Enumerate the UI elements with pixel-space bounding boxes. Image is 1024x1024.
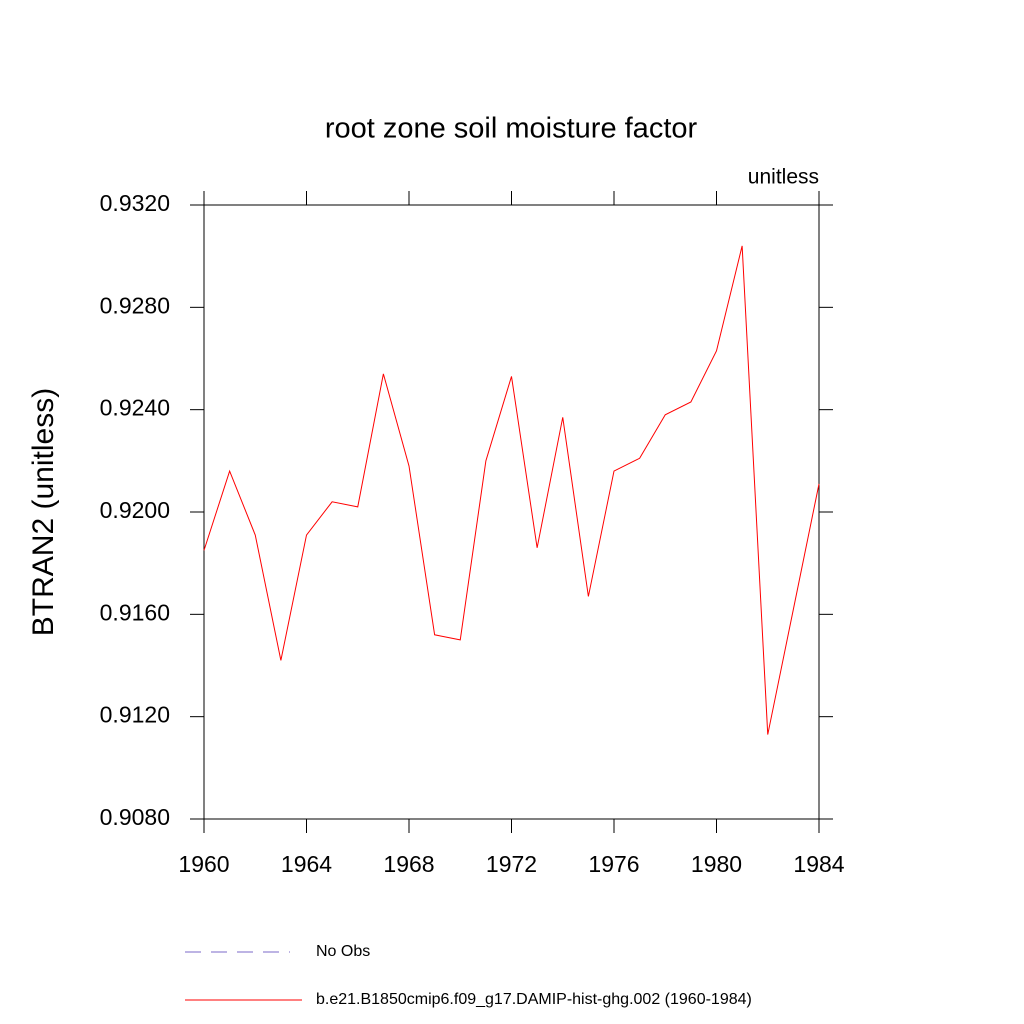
data-line — [203, 245, 820, 735]
chart-subtitle: unitless — [748, 166, 819, 189]
x-tick-label: 1980 — [691, 851, 742, 877]
x-tick-label: 1976 — [588, 851, 639, 877]
legend-label: No Obs — [316, 943, 370, 960]
plot-frame — [203, 204, 820, 820]
y-tick-label: 0.9080 — [100, 804, 170, 830]
x-tick-label: 1968 — [383, 851, 434, 877]
x-tick-label: 1960 — [178, 851, 229, 877]
y-tick-label: 0.9280 — [100, 292, 170, 318]
y-tick-label: 0.9240 — [100, 395, 170, 421]
legend-label: b.e21.B1850cmip6.f09_g17.DAMIP-hist-ghg.… — [316, 991, 752, 1008]
x-tick-label: 1984 — [793, 851, 844, 877]
y-tick-label: 0.9320 — [100, 190, 170, 216]
y-tick-label: 0.9160 — [100, 599, 170, 625]
y-tick-label: 0.9120 — [100, 702, 170, 728]
y-axis-label: BTRAN2 (unitless) — [27, 388, 60, 636]
x-tick-label: 1972 — [486, 851, 537, 877]
x-tick-label: 1964 — [281, 851, 332, 877]
y-tick-label: 0.9200 — [100, 497, 170, 523]
chart-title: root zone soil moisture factor — [325, 113, 698, 145]
